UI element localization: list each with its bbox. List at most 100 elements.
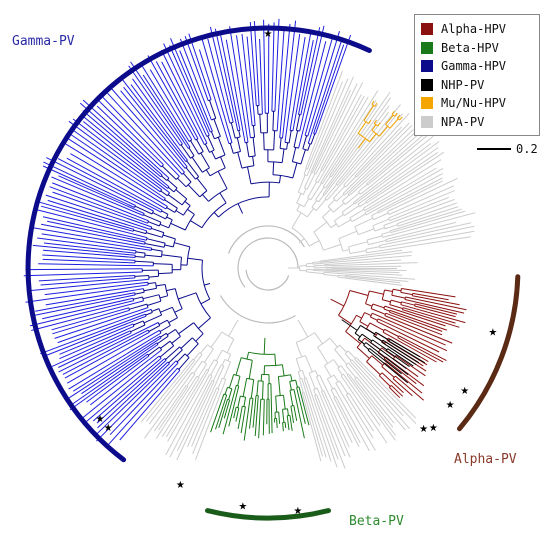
gamma-clade-lower-node-arc — [165, 333, 169, 337]
gamma-clade-lower-node-arc — [144, 253, 146, 258]
npa-clade-lower-left-leaf-branch — [143, 372, 193, 439]
npa-clade-lower-right-leaf-branch — [348, 373, 396, 436]
alpha-clade-node-arc — [365, 290, 370, 304]
npa-clade-lower-right-branch — [330, 389, 336, 398]
gamma-clade-lower-branch — [157, 335, 169, 345]
gamma-clade-lower-leaf-branch — [93, 363, 170, 438]
beta-clade-branch — [289, 381, 292, 391]
alpha-clade-leaf-branch — [397, 337, 444, 363]
alpha-clade-leaf-branch — [395, 375, 425, 401]
npa-clade-upper-branch — [315, 198, 327, 211]
beta-clade-branch — [228, 388, 233, 400]
npa-clade-lower-right-leaf-branch — [319, 374, 353, 443]
npa-clade-lower-right-leaf-branch — [314, 395, 339, 460]
npa-clade-upper-branch — [332, 185, 346, 199]
legend-swatch — [421, 97, 433, 110]
beta-clade-node-arc — [275, 394, 284, 397]
legend-item-alpha: Alpha-HPV — [421, 20, 533, 39]
gamma-clade-upper-node-arc — [302, 148, 308, 151]
gamma-clade-upper-leaf-branch — [68, 120, 162, 191]
gamma-clade-upper-branch — [161, 175, 168, 181]
npa-clade-upper-branch — [318, 194, 325, 203]
gamma-clade-lower-branch — [134, 275, 149, 277]
gamma-clade-upper-leaf-branch — [46, 157, 154, 212]
npa-clade-lower-left-branch — [203, 348, 214, 363]
beta-clade-leaf-branch — [293, 405, 298, 421]
gamma-clade-upper-branch — [310, 133, 316, 145]
nhp-clade-node-arc — [357, 333, 363, 340]
gamma-clade-lower-branch — [148, 346, 160, 356]
alpha-clade-leaf-branch — [412, 295, 460, 306]
beta-clade-node-arc — [278, 374, 291, 377]
gamma-clade-upper-leaf-branch — [49, 186, 148, 224]
npa-clade-upper-branch — [358, 184, 368, 193]
npa-clade-upper-branch — [374, 227, 385, 232]
npa-clade-lower-left-leaf-branch — [195, 379, 227, 460]
npa-clade-lower-right-leaf-branch — [351, 359, 404, 417]
gamma-clade-upper-leaf-branch — [72, 129, 161, 193]
beta-clade-branch — [237, 376, 241, 386]
npa-clade-upper-node-arc — [365, 249, 367, 253]
gamma-clade-upper-leaf-branch — [207, 38, 231, 124]
star-icon: ★ — [488, 328, 497, 339]
gamma-clade-upper-branch — [279, 137, 282, 149]
gamma-clade-upper-leaf-branch — [142, 74, 191, 148]
nhp-clade-branch — [357, 338, 365, 345]
nhp-clade-leaf-branch — [388, 340, 426, 364]
gamma-clade-lower-leaf-branch — [32, 244, 136, 256]
alpha-clade-leaf-branch — [388, 387, 401, 399]
npa-clade-lower-right-leaf-branch — [323, 390, 350, 448]
alpha-clade-node-arc — [381, 289, 385, 300]
beta-clade-branch — [248, 360, 253, 379]
gamma-clade-upper-branch — [160, 190, 168, 197]
gamma-clade-lower-node-arc — [193, 322, 204, 335]
gamma-clade-upper-node-arc — [184, 214, 195, 231]
npa-clade-upper-leaf-branch — [388, 185, 455, 215]
npa-clade-lower-right-branch — [297, 319, 309, 338]
gamma-clade-lower-branch — [142, 294, 160, 300]
gamma-clade-upper-leaf-branch — [65, 136, 165, 202]
npa-clade-upper-leaf-branch — [360, 135, 434, 195]
beta-clade-node-arc — [289, 389, 295, 391]
gamma-clade-upper-node-arc — [250, 181, 280, 185]
alpha-clade-leaf-branch — [392, 378, 413, 397]
beta-clade-leaf-branch — [254, 395, 259, 437]
npa-clade-right-branch — [337, 274, 346, 277]
gamma-clade-lower-branch — [158, 319, 168, 325]
gamma-clade-lower-leaf-branch — [32, 294, 136, 317]
gamma-clade-upper-branch — [143, 214, 162, 223]
gamma-clade-lower-leaf-branch — [59, 325, 135, 360]
beta-clade-leaf-branch — [289, 415, 293, 431]
alpha-pv-label: Alpha-PV — [454, 452, 517, 467]
beta-clade-leaf-branch — [223, 399, 231, 419]
beta-pv-label: Beta-PV — [349, 514, 404, 529]
npa-clade-upper-leaf-branch — [317, 96, 369, 184]
npa-clade-upper-branch — [344, 205, 360, 217]
beta-clade-leaf-branch — [215, 394, 228, 430]
gamma-clade-upper-leaf-branch — [57, 158, 162, 213]
gamma-clade-lower-leaf-branch — [42, 297, 134, 320]
alpha-clade-branch — [369, 290, 384, 295]
gamma-clade-upper-node-arc — [233, 151, 241, 154]
beta-clade-branch — [283, 395, 286, 410]
gamma-clade-upper-branch — [246, 142, 250, 157]
gamma-clade-upper-branch — [236, 137, 241, 152]
alpha-clade-leaf-branch — [372, 312, 446, 346]
alpha-clade-branch — [389, 304, 403, 309]
npa-clade-lower-right-leaf-branch — [334, 387, 370, 452]
gamma-clade-upper-leaf-branch — [263, 19, 266, 114]
gamma-clade-lower — [23, 191, 211, 447]
npa-clade-lower-right — [295, 319, 417, 469]
gamma-clade-upper-leaf-branch — [149, 69, 193, 141]
gamma-clade-lower-leaf-branch — [45, 194, 151, 230]
gamma-clade-lower-branch — [178, 292, 197, 300]
npa-clade-upper-branch — [308, 240, 320, 247]
gamma-clade-upper-leaf-branch — [83, 116, 170, 188]
npa-clade-lower-left-leaf-branch — [186, 365, 225, 448]
npa-clade-lower-right-branch — [337, 367, 343, 376]
gamma-clade-upper-node-arc — [211, 117, 216, 121]
gamma-clade-lower-branch — [204, 283, 211, 286]
npa-clade-lower-right-branch — [323, 365, 332, 378]
npa-clade-upper-node-arc — [354, 226, 359, 235]
gamma-clade-lower-branch — [151, 227, 164, 234]
